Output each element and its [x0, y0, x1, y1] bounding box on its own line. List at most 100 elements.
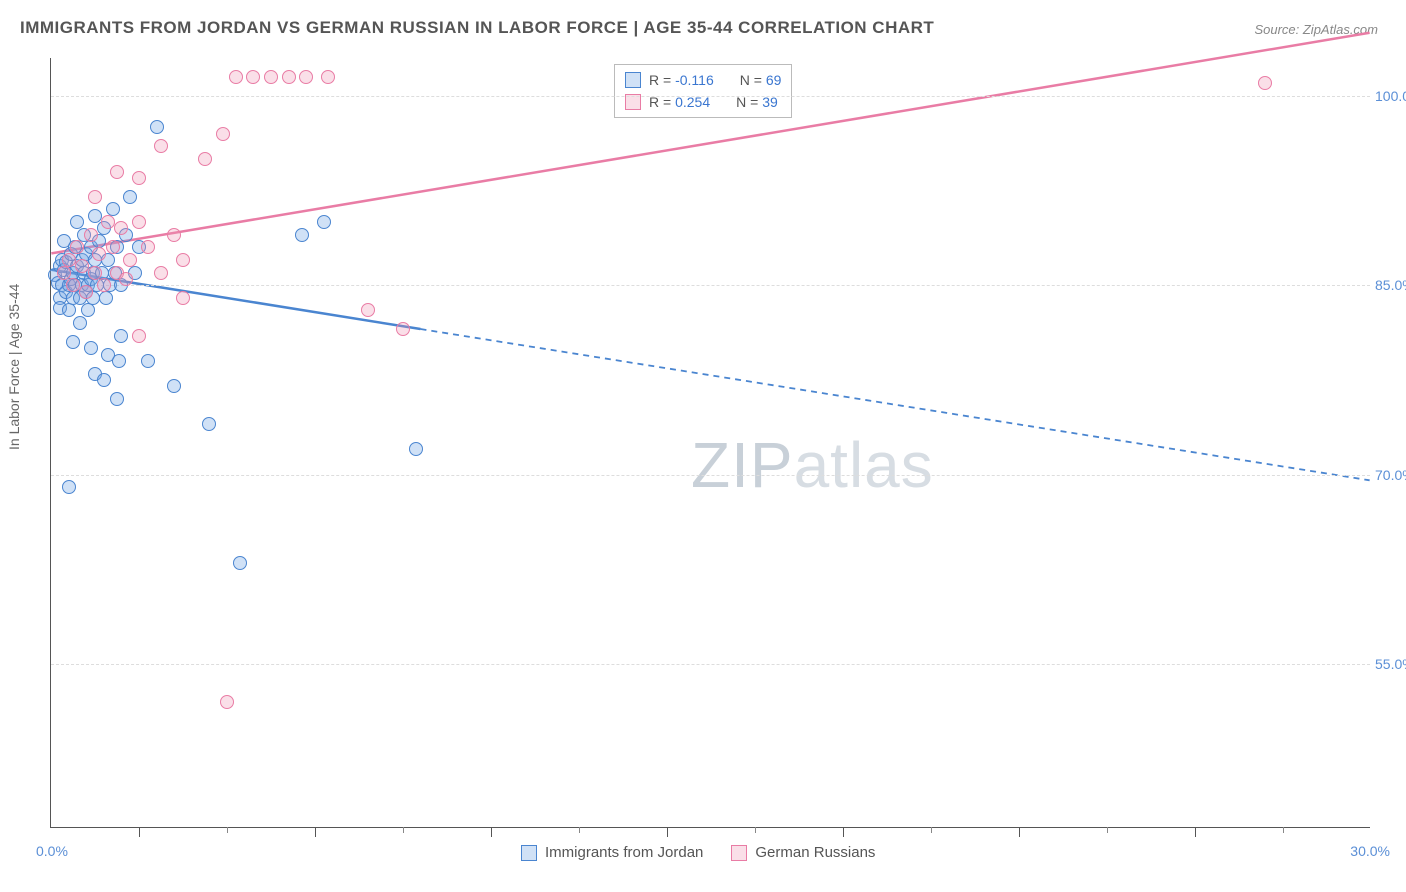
scatter-point-german_russians: [176, 291, 190, 305]
swatch-blue-icon: [625, 72, 641, 88]
source-attribution: Source: ZipAtlas.com: [1254, 22, 1378, 37]
scatter-point-german_russians: [176, 253, 190, 267]
gridline-h: [51, 475, 1370, 476]
scatter-point-german_russians: [114, 221, 128, 235]
scatter-point-german_russians: [66, 278, 80, 292]
x-tick-major: [1195, 827, 1196, 837]
r-label-jordan: R = -0.116: [649, 72, 714, 88]
scatter-point-german_russians: [57, 266, 71, 280]
scatter-point-german_russians: [110, 165, 124, 179]
scatter-point-german_russians: [216, 127, 230, 141]
scatter-point-german_russians: [101, 215, 115, 229]
gridline-h: [51, 96, 1370, 97]
source-link[interactable]: ZipAtlas.com: [1303, 22, 1378, 37]
scatter-point-german_russians: [264, 70, 278, 84]
scatter-point-german_russians: [97, 278, 111, 292]
y-tick-label: 100.0%: [1375, 88, 1406, 104]
x-tick-minor: [931, 827, 932, 833]
gridline-h: [51, 664, 1370, 665]
legend-item-jordan: Immigrants from Jordan: [521, 844, 703, 861]
scatter-point-german_russians: [167, 228, 181, 242]
scatter-point-german_russians: [1258, 76, 1272, 90]
scatter-point-jordan: [233, 556, 247, 570]
legend-row-german: R = 0.254 N = 39: [625, 91, 781, 113]
scatter-point-jordan: [73, 316, 87, 330]
scatter-point-german_russians: [88, 190, 102, 204]
scatter-point-jordan: [62, 303, 76, 317]
x-tick-minor: [755, 827, 756, 833]
x-tick-major: [315, 827, 316, 837]
scatter-point-jordan: [97, 373, 111, 387]
x-tick-major: [667, 827, 668, 837]
scatter-point-german_russians: [79, 285, 93, 299]
scatter-point-jordan: [150, 120, 164, 134]
x-axis-max-label: 30.0%: [1350, 843, 1390, 859]
scatter-point-german_russians: [123, 253, 137, 267]
scatter-point-german_russians: [119, 272, 133, 286]
gridline-h: [51, 285, 1370, 286]
scatter-point-german_russians: [246, 70, 260, 84]
legend-label-jordan: Immigrants from Jordan: [545, 844, 703, 861]
legend-row-jordan: R = -0.116 N = 69: [625, 69, 781, 91]
x-tick-minor: [1107, 827, 1108, 833]
x-tick-major: [139, 827, 140, 837]
y-tick-label: 85.0%: [1375, 277, 1406, 293]
x-tick-minor: [1283, 827, 1284, 833]
scatter-point-jordan: [110, 392, 124, 406]
scatter-point-german_russians: [154, 139, 168, 153]
scatter-point-german_russians: [70, 240, 84, 254]
swatch-blue-icon: [521, 845, 537, 861]
x-tick-minor: [579, 827, 580, 833]
x-tick-minor: [227, 827, 228, 833]
scatter-point-german_russians: [299, 70, 313, 84]
scatter-point-german_russians: [132, 329, 146, 343]
scatter-point-jordan: [409, 442, 423, 456]
scatter-point-jordan: [167, 379, 181, 393]
chart-title: IMMIGRANTS FROM JORDAN VS GERMAN RUSSIAN…: [20, 18, 934, 38]
scatter-point-jordan: [202, 417, 216, 431]
scatter-point-jordan: [99, 291, 113, 305]
scatter-point-jordan: [84, 341, 98, 355]
scatter-point-jordan: [114, 329, 128, 343]
n-label-jordan: N = 69: [740, 72, 782, 88]
scatter-point-german_russians: [229, 70, 243, 84]
source-prefix: Source:: [1254, 22, 1302, 37]
scatter-point-jordan: [88, 209, 102, 223]
scatter-point-jordan: [66, 335, 80, 349]
y-tick-label: 55.0%: [1375, 656, 1406, 672]
scatter-point-german_russians: [361, 303, 375, 317]
legend-series: Immigrants from Jordan German Russians: [521, 844, 875, 861]
watermark-text: ZIPatlas: [691, 428, 934, 502]
scatter-point-german_russians: [132, 215, 146, 229]
scatter-point-german_russians: [62, 253, 76, 267]
scatter-point-german_russians: [321, 70, 335, 84]
scatter-point-jordan: [123, 190, 137, 204]
scatter-point-jordan: [295, 228, 309, 242]
scatter-point-german_russians: [198, 152, 212, 166]
scatter-point-german_russians: [282, 70, 296, 84]
x-tick-major: [491, 827, 492, 837]
scatter-point-german_russians: [84, 228, 98, 242]
scatter-point-german_russians: [106, 240, 120, 254]
x-tick-major: [843, 827, 844, 837]
swatch-pink-icon: [731, 845, 747, 861]
scatter-point-jordan: [317, 215, 331, 229]
scatter-point-jordan: [112, 354, 126, 368]
scatter-point-jordan: [62, 480, 76, 494]
y-tick-label: 70.0%: [1375, 467, 1406, 483]
y-axis-label: In Labor Force | Age 35-44: [6, 284, 22, 450]
trendline: [420, 329, 1369, 480]
legend-correlation-box: R = -0.116 N = 69 R = 0.254 N = 39: [614, 64, 792, 118]
scatter-point-german_russians: [88, 266, 102, 280]
scatter-point-german_russians: [396, 322, 410, 336]
plot-area: ZIPatlas R = -0.116 N = 69 R = 0.254 N =…: [50, 58, 1370, 828]
scatter-point-jordan: [141, 354, 155, 368]
scatter-point-german_russians: [141, 240, 155, 254]
scatter-point-german_russians: [75, 259, 89, 273]
x-tick-major: [1019, 827, 1020, 837]
scatter-point-german_russians: [132, 171, 146, 185]
scatter-point-german_russians: [154, 266, 168, 280]
chart-container: IMMIGRANTS FROM JORDAN VS GERMAN RUSSIAN…: [0, 0, 1406, 892]
x-tick-minor: [403, 827, 404, 833]
legend-label-german: German Russians: [755, 844, 875, 861]
